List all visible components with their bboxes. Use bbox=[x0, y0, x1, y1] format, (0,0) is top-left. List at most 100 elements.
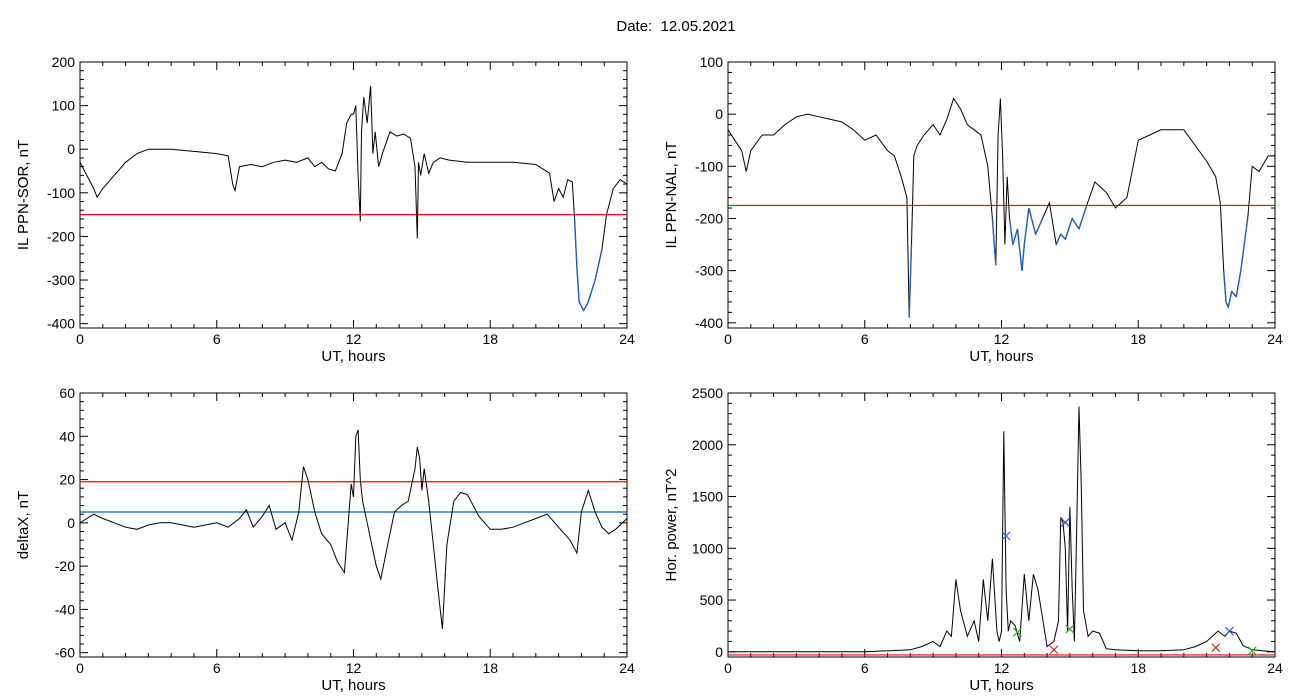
y-tick-label: -400 bbox=[695, 315, 723, 331]
series-highlight-segment bbox=[1240, 218, 1249, 271]
series-highlight-segment bbox=[1071, 218, 1080, 230]
x-tick-label: 12 bbox=[994, 331, 1010, 347]
marker-stroke bbox=[1247, 646, 1257, 656]
series-highlight-segment bbox=[587, 279, 596, 303]
x-tick-label: 0 bbox=[724, 331, 732, 347]
x-tick-label: 18 bbox=[482, 331, 498, 347]
y-tick-label: -200 bbox=[47, 228, 75, 244]
x-tick-label: 18 bbox=[482, 660, 498, 676]
plot-frame bbox=[727, 61, 1276, 329]
series-highlight-segment bbox=[908, 244, 913, 318]
marker-stroke bbox=[1065, 624, 1075, 634]
series-highlight-segment bbox=[1231, 291, 1237, 298]
y-tick-label: -60 bbox=[55, 645, 75, 661]
marker-x bbox=[1060, 517, 1070, 527]
x-axis-label: UT, hours bbox=[321, 677, 385, 694]
y-axis-label: IL PPN-SOR, nT bbox=[15, 140, 32, 250]
series-highlight-segment bbox=[573, 218, 578, 267]
page-title: Date: 12.05.2021 bbox=[616, 18, 736, 35]
marker-stroke bbox=[1049, 645, 1059, 655]
panel-hor-power: 0 6 12 18 24 0 500 1000 1500 2000 2500 UT, hours Hor… bbox=[663, 385, 1283, 694]
marker-x bbox=[1013, 627, 1022, 637]
series-highlight-segment bbox=[1028, 207, 1037, 235]
y-tick-label: -100 bbox=[47, 185, 75, 201]
series-line bbox=[728, 406, 1275, 653]
y-tick-label: -300 bbox=[47, 272, 75, 288]
y-axis-label: deltaX, nT bbox=[15, 491, 32, 559]
marker-stroke bbox=[1060, 517, 1070, 527]
y-tick-label: 100 bbox=[52, 98, 76, 114]
y-tick-label: 40 bbox=[59, 428, 75, 444]
marker-x bbox=[1224, 626, 1234, 636]
series-highlight-segment bbox=[1021, 244, 1025, 271]
y-tick-label: 200 bbox=[52, 54, 76, 70]
series-line bbox=[80, 85, 627, 312]
series-highlight-segment bbox=[583, 301, 589, 311]
y-tick-label: 0 bbox=[67, 141, 75, 157]
y-tick-label: 2000 bbox=[692, 437, 723, 453]
y-tick-label: -300 bbox=[695, 263, 723, 279]
x-tick-label: 12 bbox=[994, 660, 1010, 676]
series-highlight-segment bbox=[1235, 270, 1242, 297]
y-tick-label: 0 bbox=[715, 106, 723, 122]
x-axis-label: UT, hours bbox=[969, 348, 1033, 365]
y-tick-label: -200 bbox=[695, 210, 723, 226]
marker-stroke bbox=[1211, 643, 1221, 653]
x-tick-label: 6 bbox=[861, 660, 869, 676]
x-tick-label: 0 bbox=[76, 660, 84, 676]
series-highlight-segment bbox=[1016, 228, 1023, 271]
series-highlight-segment bbox=[991, 218, 997, 266]
y-axis-label: Hor. power, nT^2 bbox=[663, 469, 680, 582]
x-tick-label: 6 bbox=[861, 331, 869, 347]
x-tick-label: 24 bbox=[619, 331, 635, 347]
series-highlight-segment bbox=[1227, 291, 1233, 308]
series-highlight-segment bbox=[1078, 207, 1087, 230]
series-highlight-segment bbox=[1035, 218, 1044, 235]
y-tick-label: 0 bbox=[67, 515, 75, 531]
panel-deltax: 0 6 12 18 24 -60 -40 -20 0 20 40 60 UT, hours deltaX,… bbox=[15, 385, 635, 694]
y-tick-label: 1500 bbox=[692, 489, 723, 505]
series-highlight-segment bbox=[1064, 218, 1073, 240]
y-axis-label: IL PPN-NAL, nT bbox=[663, 142, 680, 249]
x-axis-label: UT, hours bbox=[969, 677, 1033, 694]
marker-x bbox=[1211, 643, 1221, 653]
marker-x bbox=[1001, 531, 1011, 541]
series-highlight-segment bbox=[576, 266, 580, 302]
series-highlight-segment bbox=[1008, 218, 1014, 245]
series-highlight-segment bbox=[594, 249, 603, 281]
y-tick-label: -40 bbox=[55, 601, 75, 617]
series-highlight-segment bbox=[1060, 233, 1066, 240]
y-tick-label: -20 bbox=[55, 558, 75, 574]
x-tick-label: 24 bbox=[1267, 660, 1283, 676]
series-highlight-segment bbox=[1223, 270, 1227, 302]
x-tick-label: 18 bbox=[1130, 660, 1146, 676]
plot-area bbox=[728, 97, 1275, 318]
y-tick-label: 500 bbox=[700, 592, 724, 608]
plot-area bbox=[80, 85, 627, 312]
y-tick-label: 2500 bbox=[692, 385, 723, 401]
plot-area bbox=[80, 429, 627, 629]
y-tick-label: 60 bbox=[59, 385, 75, 401]
marker-x bbox=[1247, 646, 1257, 656]
plot-area bbox=[728, 406, 1275, 656]
series-highlight-segment bbox=[1055, 233, 1062, 245]
series-highlight-segment bbox=[578, 301, 585, 311]
x-tick-label: 18 bbox=[1130, 331, 1146, 347]
marker-x bbox=[1065, 624, 1075, 634]
x-tick-label: 12 bbox=[346, 660, 362, 676]
series-highlight-segment bbox=[1023, 207, 1030, 245]
y-tick-label: -100 bbox=[695, 158, 723, 174]
y-tick-label: 20 bbox=[59, 472, 75, 488]
x-tick-label: 24 bbox=[1267, 331, 1283, 347]
series-line bbox=[80, 429, 627, 629]
plot-frame bbox=[79, 61, 628, 329]
x-tick-label: 0 bbox=[724, 660, 732, 676]
marker-stroke bbox=[1001, 531, 1011, 541]
y-tick-label: 100 bbox=[700, 54, 724, 70]
marker-stroke bbox=[1013, 627, 1022, 637]
panel-il-sor: 0 6 12 18 24 -400 -300 -200 -100 0 100 200 UT, hours… bbox=[15, 54, 635, 365]
plot-frame bbox=[79, 392, 628, 658]
y-tick-label: 0 bbox=[715, 644, 723, 660]
x-axis-label: UT, hours bbox=[321, 348, 385, 365]
x-tick-label: 12 bbox=[346, 331, 362, 347]
